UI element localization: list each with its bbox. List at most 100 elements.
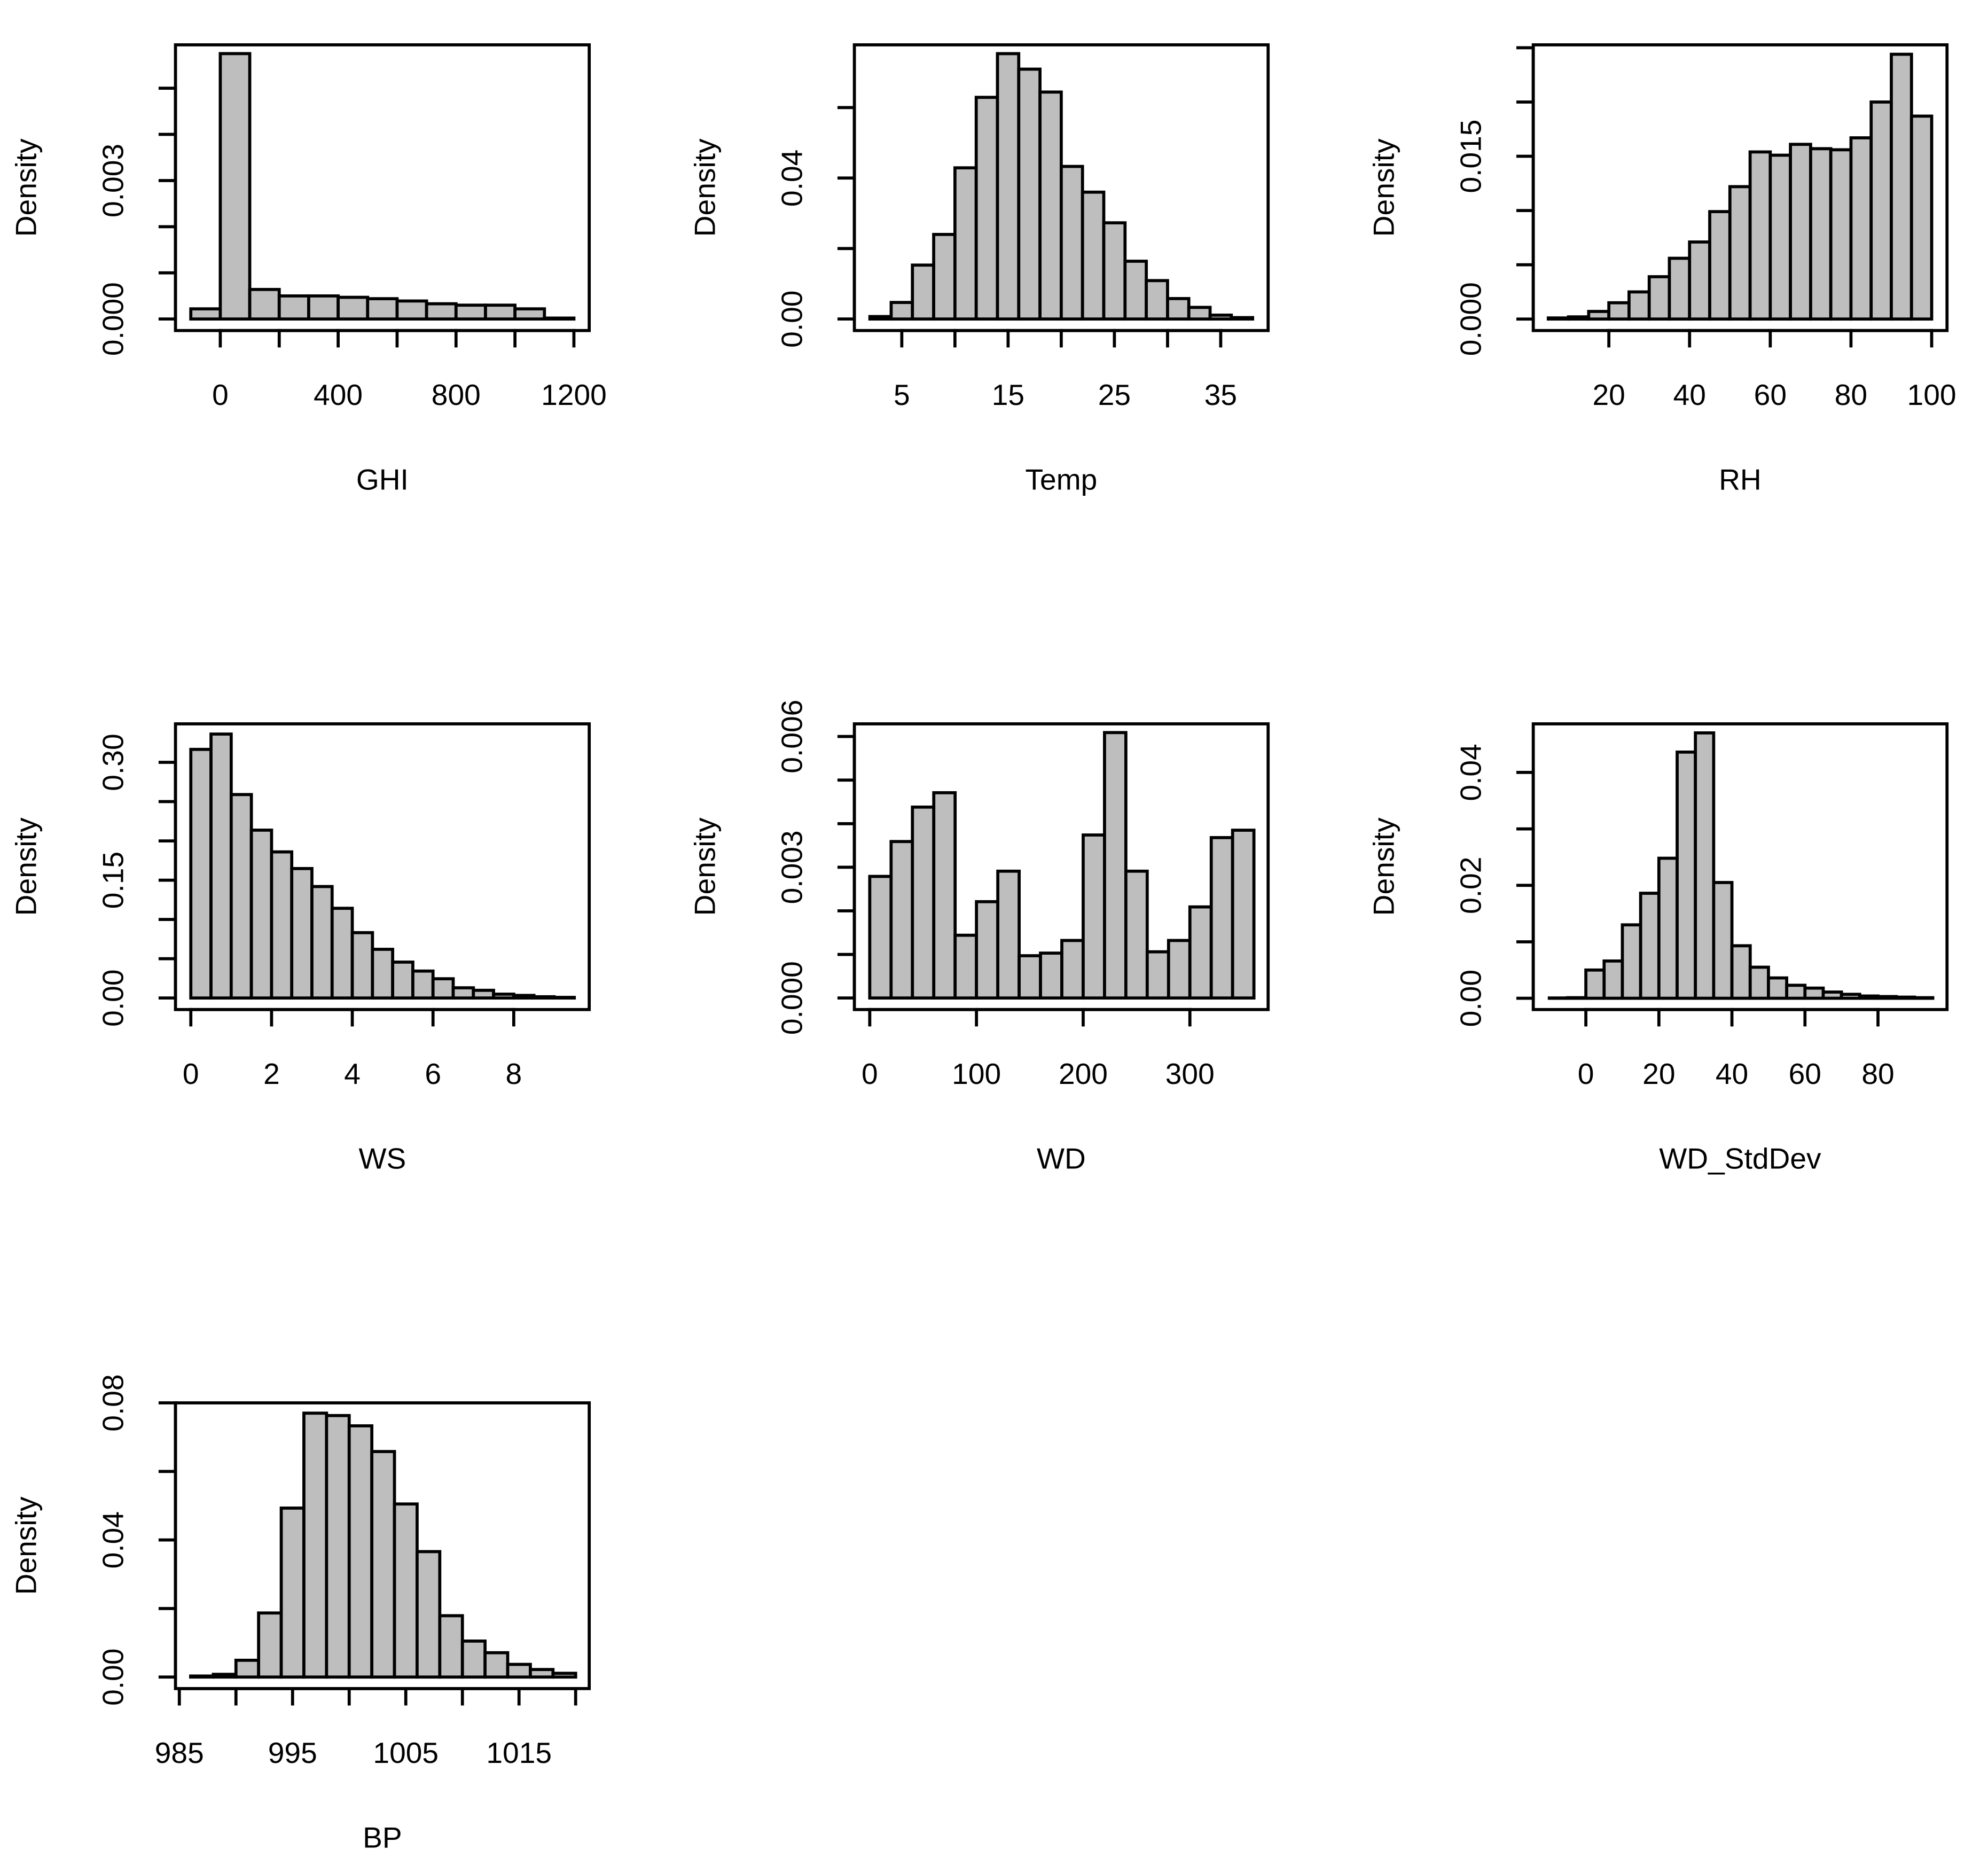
bar — [513, 307, 546, 321]
y-tick-label: 0.02 — [1454, 857, 1487, 914]
bar — [234, 1658, 261, 1679]
bar — [212, 1673, 238, 1679]
bar — [975, 900, 1000, 1000]
bar — [1876, 995, 1898, 1000]
bar — [336, 295, 370, 321]
x-tick-label: 995 — [268, 1736, 317, 1769]
y-tick-label: 0.00 — [96, 970, 129, 1027]
bar — [1688, 240, 1711, 321]
bar — [1209, 836, 1234, 1000]
bar — [1123, 260, 1148, 321]
bar — [371, 948, 395, 1000]
bar — [1082, 833, 1106, 1000]
x-tick-label: 200 — [1059, 1057, 1108, 1090]
bar — [1060, 939, 1085, 1000]
y-tick-label: 0.04 — [1454, 744, 1487, 801]
bar — [1809, 147, 1833, 321]
bar — [1602, 959, 1624, 1000]
bar — [366, 297, 399, 321]
bar — [460, 1640, 487, 1679]
bar — [370, 1450, 396, 1679]
bar — [189, 1674, 215, 1679]
bar — [472, 988, 495, 1000]
y-tick-label: 0.000 — [1454, 282, 1487, 356]
x-tick-label: 25 — [1098, 378, 1131, 411]
y-tick-label: 0.006 — [775, 700, 808, 774]
bar — [1895, 995, 1916, 1000]
bar — [1909, 114, 1934, 321]
bar — [1167, 939, 1192, 1000]
x-axis-label: WD — [1037, 1142, 1086, 1175]
x-tick-label: 0 — [183, 1057, 199, 1090]
bar — [330, 907, 354, 1000]
bar — [302, 1411, 328, 1679]
bar — [996, 52, 1021, 321]
x-tick-label: 80 — [1861, 1057, 1894, 1090]
x-tick-label: 6 — [425, 1057, 441, 1090]
bar — [431, 977, 455, 1000]
bar — [1039, 951, 1063, 1000]
x-axis-label: RH — [1719, 463, 1762, 496]
bar — [1668, 256, 1692, 321]
bar — [1584, 968, 1606, 1000]
x-axis-label: GHI — [356, 463, 409, 496]
y-tick-label: 0.15 — [96, 852, 129, 909]
bar — [1694, 731, 1716, 1000]
x-tick-label: 100 — [1907, 378, 1956, 411]
bar — [438, 1614, 464, 1679]
y-tick-label: 0.00 — [1454, 970, 1487, 1027]
bar — [1607, 301, 1631, 321]
bar — [1708, 210, 1732, 321]
bar — [1166, 297, 1191, 321]
bar — [974, 96, 999, 321]
bar — [1188, 905, 1213, 1000]
bar — [1803, 986, 1825, 1000]
bar — [189, 747, 213, 1000]
bar — [1676, 750, 1697, 1000]
bar — [209, 732, 233, 1000]
x-tick-label: 2 — [263, 1057, 280, 1090]
bar — [416, 1550, 442, 1679]
bar — [552, 996, 576, 1000]
bar — [953, 933, 979, 1000]
bar — [307, 294, 340, 321]
bar — [249, 829, 273, 1000]
bar — [512, 994, 536, 1000]
bar — [1789, 143, 1812, 321]
x-tick-label: 1015 — [486, 1736, 552, 1769]
bar — [1231, 829, 1256, 1000]
bar — [911, 805, 936, 1000]
bar — [868, 875, 893, 1000]
bar — [393, 1502, 419, 1679]
x-tick-label: 80 — [1835, 378, 1867, 411]
bar — [484, 303, 517, 321]
x-tick-label: 800 — [432, 378, 481, 411]
bar — [1017, 67, 1042, 321]
y-axis-label: Density — [9, 138, 42, 237]
bar — [543, 316, 576, 321]
bar — [1639, 892, 1661, 1000]
bar — [257, 1611, 283, 1679]
y-tick-label: 0.000 — [775, 961, 808, 1035]
bar — [270, 850, 294, 1000]
bar — [932, 232, 957, 321]
bar — [492, 993, 515, 1000]
bar — [1145, 279, 1169, 321]
bar — [248, 287, 281, 321]
x-tick-label: 60 — [1789, 1057, 1821, 1090]
bar — [451, 986, 475, 1000]
x-tick-label: 1005 — [373, 1736, 439, 1769]
bar — [1038, 90, 1063, 321]
bar — [911, 263, 935, 321]
x-tick-label: 1200 — [541, 378, 607, 411]
bar — [1187, 306, 1212, 321]
y-tick-label: 0.00 — [96, 1649, 129, 1706]
bar — [1728, 185, 1752, 321]
bar — [1730, 944, 1752, 1000]
bar — [229, 793, 253, 1000]
y-axis-label: Density — [688, 817, 721, 916]
x-tick-label: 0 — [1578, 1057, 1594, 1090]
bar — [1230, 316, 1255, 321]
bar — [1767, 976, 1788, 1000]
